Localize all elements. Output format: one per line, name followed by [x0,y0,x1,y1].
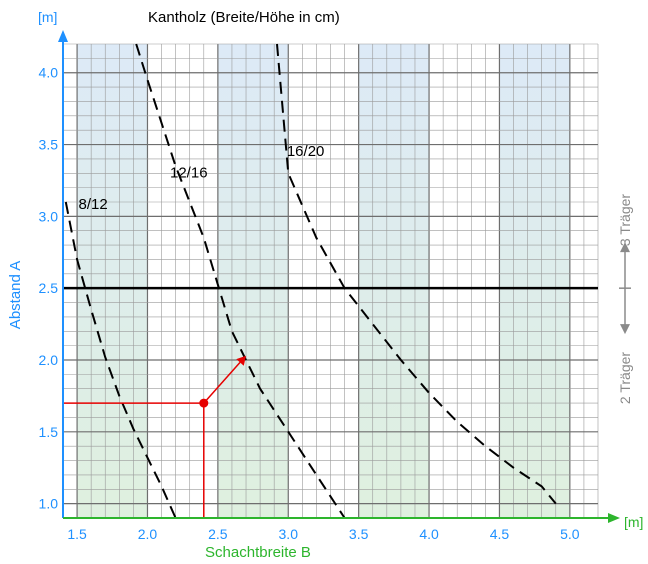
y-tick-label: 1.5 [39,424,59,440]
y-tick-label: 1.0 [39,496,59,512]
chart-title: Kantholz (Breite/Höhe in cm) [148,9,340,26]
label-3-traeger: 3 Träger [617,194,633,246]
band-2 [358,44,430,518]
series-line-0 [64,201,177,519]
y-tick-label: 3.5 [39,137,59,153]
series-label-1: 12/16 [170,165,208,182]
series-lines: 8/12 12/16 16/20 [64,43,557,519]
x-tick-label: 4.0 [419,526,439,542]
band-3 [499,44,570,518]
series-label-2: 16/20 [287,143,325,160]
series-line-2 [276,43,557,505]
example-arrow-line [203,361,241,404]
y-unit-label: [m] [38,9,57,25]
y-tick-label: 3.0 [39,208,59,224]
axes: 1.5 2.0 2.5 3.0 3.5 4.0 4.5 5.0 1.0 1.5 2.0 2.5 3.0 3… [39,30,620,542]
x-tick-label: 3.0 [279,526,299,542]
example-arrowhead [236,355,247,366]
side-arrow-down [620,324,630,335]
x-unit-label: [m] [624,514,643,530]
y-tick-label: 2.0 [39,352,59,368]
shaded-bands [77,44,570,518]
y-tick-label: 4.0 [39,65,59,81]
label-2-traeger: 2 Träger [617,352,633,404]
side-arrow-up [620,242,630,253]
threshold-line [63,242,631,335]
y-tick-label: 2.5 [39,280,59,296]
y-axis-arrow [58,30,68,42]
x-tick-label: 2.0 [138,526,158,542]
series-line-1 [135,43,346,519]
band-1 [217,44,289,518]
x-tick-label: 1.5 [67,526,87,542]
x-tick-label: 4.5 [490,526,510,542]
grid [62,43,599,519]
series-label-0: 8/12 [78,196,107,213]
x-tick-label: 2.5 [208,526,228,542]
x-axis-label: Schachtbreite B [205,544,311,561]
example-reading [63,355,247,518]
y-axis-label: Abstand A [7,261,24,329]
x-tick-label: 3.5 [349,526,369,542]
band-0 [77,44,148,518]
x-axis-arrow [608,513,620,523]
x-tick-label: 5.0 [560,526,580,542]
example-point [199,398,209,408]
